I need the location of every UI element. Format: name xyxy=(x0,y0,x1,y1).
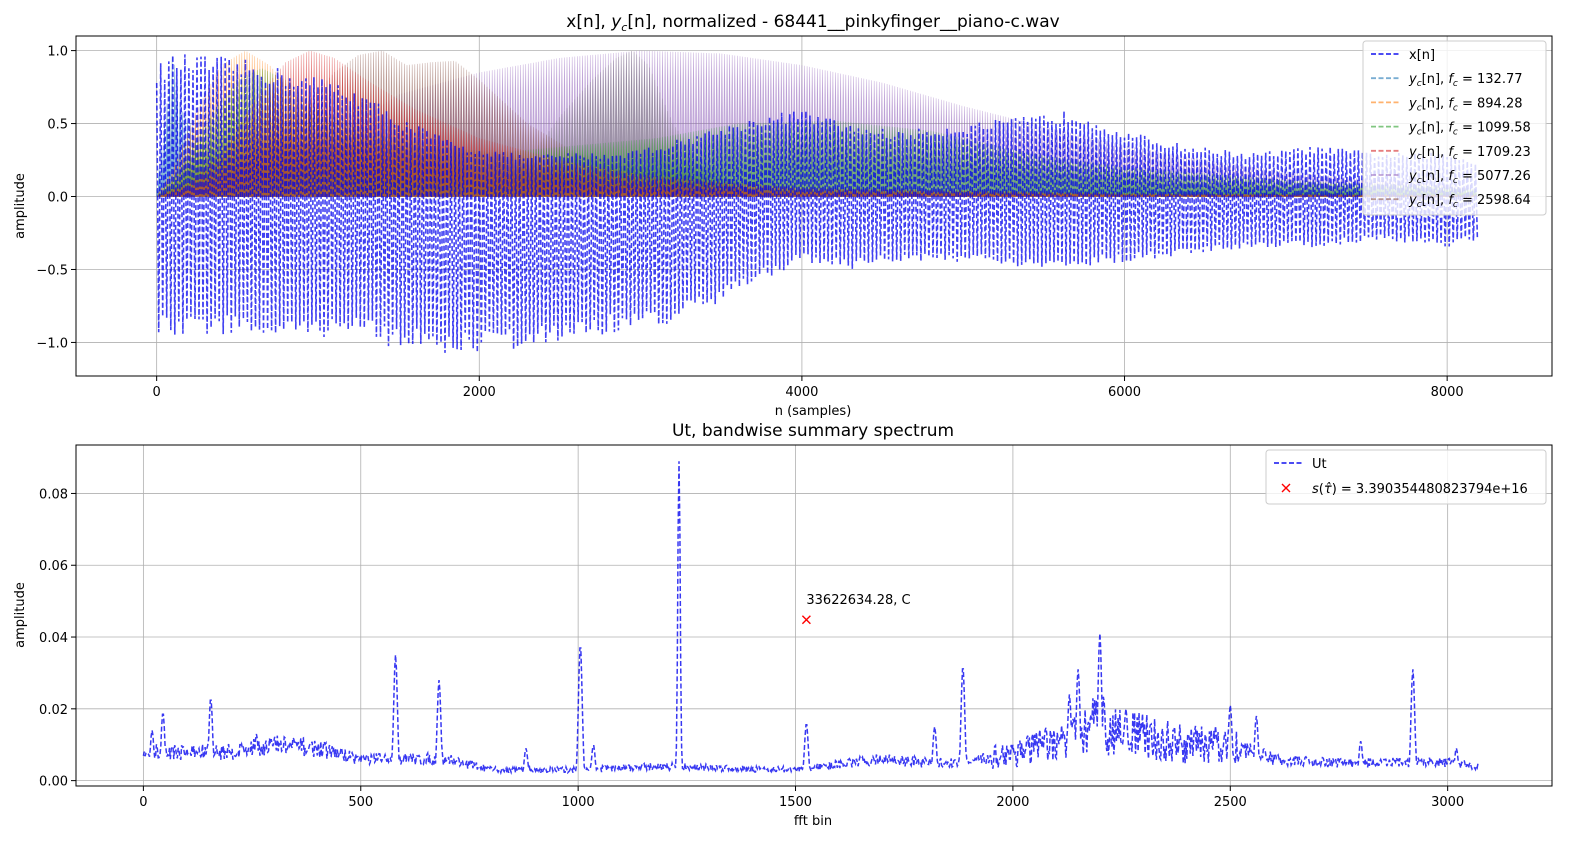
legend-f: f xyxy=(1448,96,1455,111)
waveform-legend-box xyxy=(1362,40,1547,216)
waveform-xlabel: n (samples) xyxy=(775,404,852,419)
waveform-legend-label: x[n] xyxy=(1409,48,1435,63)
legend-value: = 5077.26 xyxy=(1458,169,1531,184)
legend-value: = 1099.58 xyxy=(1458,121,1531,136)
legend-sub: c xyxy=(1417,79,1422,89)
legend-value: ) = 3.390354480823794e+16 xyxy=(1332,482,1528,497)
waveform-legend-label: yc[n], fc = 1099.58 xyxy=(1408,121,1531,138)
legend-sub: c xyxy=(1453,176,1458,186)
spectrum-xtick-label: 2500 xyxy=(1214,795,1247,810)
waveform-legend-label: yc[n], fc = 894.28 xyxy=(1408,96,1523,113)
legend-y: y xyxy=(1408,193,1417,208)
spectrum-xtick-label: 0 xyxy=(139,795,147,810)
waveform-panel: x[n], yc[n], normalized - 68441__pinkyfi… xyxy=(13,12,1553,419)
waveform-xtick-label: 0 xyxy=(153,385,161,400)
spectrum-ytick-label: 0.00 xyxy=(39,775,68,790)
legend-text: [n], xyxy=(1422,169,1449,184)
waveform-series xyxy=(155,50,1479,353)
spectrum-ytick-label: 0.06 xyxy=(39,559,68,574)
waveform-xtick-label: 8000 xyxy=(1431,385,1464,400)
spectrum-series xyxy=(142,461,1479,776)
waveform-xtick-label: 4000 xyxy=(785,385,818,400)
legend-text: [n], xyxy=(1422,121,1449,136)
legend-text: [n], xyxy=(1422,145,1449,160)
legend-f: f xyxy=(1448,121,1455,136)
spectrum-xtick-label: 3000 xyxy=(1431,795,1464,810)
waveform-title: x[n], yc[n], normalized - 68441__pinkyfi… xyxy=(566,12,1059,34)
spectrum-ytick-label: 0.04 xyxy=(39,631,68,646)
spectrum-ylabel: amplitude xyxy=(13,582,28,648)
legend-y: y xyxy=(1408,121,1417,136)
legend-sub: c xyxy=(1417,128,1422,138)
spectrum-ytick-label: 0.08 xyxy=(39,487,68,502)
waveform-legend-label: yc[n], fc = 132.77 xyxy=(1408,72,1523,89)
spectrum-ticks: 0 500 1000 1500 2000 2500 3000 0.00 0.02 0.04 0.06… xyxy=(39,487,1464,810)
spectrum-xlabel: fft bin xyxy=(794,814,832,829)
spectrum-xtick-label: 2000 xyxy=(996,795,1029,810)
spectrum-legend-label: Ut xyxy=(1312,457,1327,472)
signal-x-line xyxy=(155,54,1479,353)
peak-marker-label: 33622634.28, C xyxy=(806,593,910,608)
spectrum-legend-marker xyxy=(1281,483,1291,493)
legend-y: y xyxy=(1408,169,1417,184)
spectrum-ut-line xyxy=(142,461,1479,776)
legend-text: [n], xyxy=(1422,193,1449,208)
legend-f: f xyxy=(1448,169,1455,184)
spectrum-ytick-label: 0.02 xyxy=(39,703,68,718)
spectrum-legend-marker-label: s(τ̂) = 3.390354480823794e+16 xyxy=(1312,482,1528,497)
legend-y: y xyxy=(1408,72,1417,87)
spectrum-xtick-label: 1000 xyxy=(562,795,595,810)
legend-sub: c xyxy=(1453,103,1458,113)
legend-f: f xyxy=(1448,145,1455,160)
legend-sub: c xyxy=(1453,79,1458,89)
legend-value: = 132.77 xyxy=(1458,72,1523,87)
legend-sub: c xyxy=(1417,152,1422,162)
legend-sub: c xyxy=(1417,103,1422,113)
legend-value: = 894.28 xyxy=(1458,96,1523,111)
waveform-ytick-label: −0.5 xyxy=(36,263,68,278)
legend-f: f xyxy=(1448,72,1455,87)
spectrum-legend-box xyxy=(1265,449,1547,505)
legend-y: y xyxy=(1408,145,1417,160)
waveform-ytick-label: −1.0 xyxy=(36,336,68,351)
spectrum-title: Ut, bandwise summary spectrum xyxy=(672,421,954,441)
legend-sub: c xyxy=(1453,128,1458,138)
waveform-xtick-label: 6000 xyxy=(1108,385,1141,400)
legend-value: = 2598.64 xyxy=(1458,193,1531,208)
legend-paren: ( xyxy=(1319,482,1324,497)
waveform-legend-label: yc[n], fc = 5077.26 xyxy=(1408,169,1531,186)
legend-text: [n], xyxy=(1422,96,1449,111)
legend-sub: c xyxy=(1453,200,1458,210)
peak-marker xyxy=(801,615,811,625)
legend-f: f xyxy=(1448,193,1455,208)
spectrum-panel: Ut, bandwise summary spectrum 0 500 1000 15… xyxy=(13,421,1553,829)
spectrum-xtick-label: 1500 xyxy=(779,795,812,810)
waveform-axes-frame xyxy=(75,35,1553,377)
legend-y: y xyxy=(1408,96,1417,111)
legend-s: s xyxy=(1312,482,1319,497)
spectrum-axes-frame xyxy=(75,444,1553,787)
spectrum-xtick-label: 500 xyxy=(348,795,373,810)
waveform-xtick-label: 2000 xyxy=(463,385,496,400)
waveform-ylabel: amplitude xyxy=(13,173,28,239)
waveform-ticks: 0 2000 4000 6000 8000 −1.0 −0.5 0.0 0.5 1.0 xyxy=(36,45,1463,400)
waveform-legend-label: yc[n], fc = 2598.64 xyxy=(1408,193,1531,210)
peak-marker-group: 33622634.28, C xyxy=(801,593,911,625)
legend-value: = 1709.23 xyxy=(1458,145,1531,160)
legend-tau: τ̂ xyxy=(1324,482,1332,497)
waveform-ytick-label: 0.5 xyxy=(47,118,68,133)
spectrum-legend: Ut s(τ̂) = 3.390354480823794e+16 xyxy=(1265,449,1547,505)
waveform-ytick-label: 0.0 xyxy=(47,191,68,206)
legend-text: [n], xyxy=(1422,72,1449,87)
legend-sub: c xyxy=(1417,176,1422,186)
legend-sub: c xyxy=(1453,152,1458,162)
waveform-ytick-label: 1.0 xyxy=(47,45,68,60)
waveform-legend-label: yc[n], fc = 1709.23 xyxy=(1408,145,1531,162)
legend-sub: c xyxy=(1417,200,1422,210)
